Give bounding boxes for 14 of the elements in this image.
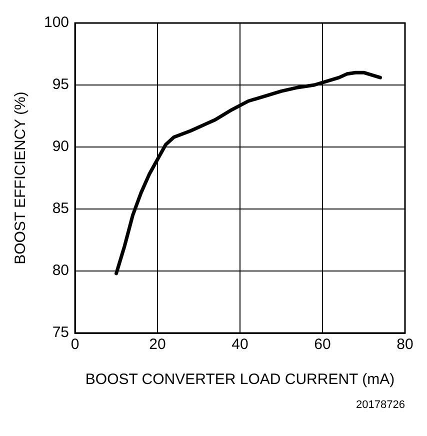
y-tick-label: 80 [52,262,70,280]
y-tick-label: 85 [52,200,70,218]
text: 20178726 [355,399,406,411]
x-tick-label: 20 [149,336,166,354]
y-tick-label: 90 [52,138,70,156]
x-tick-label: 80 [396,336,414,354]
y-axis-title: BOOST EFFICIENCY (%) [12,92,30,264]
x-tick-label: 40 [232,336,248,354]
x-tick-label: 0 [70,336,80,354]
y-tick-label: 100 [44,14,70,32]
y-tick-label: 75 [52,324,70,342]
x-axis-title: BOOST CONVERTER LOAD CURRENT (mA) [85,371,395,388]
y-tick-label: 95 [52,76,70,94]
x-tick-label: 60 [314,336,331,354]
